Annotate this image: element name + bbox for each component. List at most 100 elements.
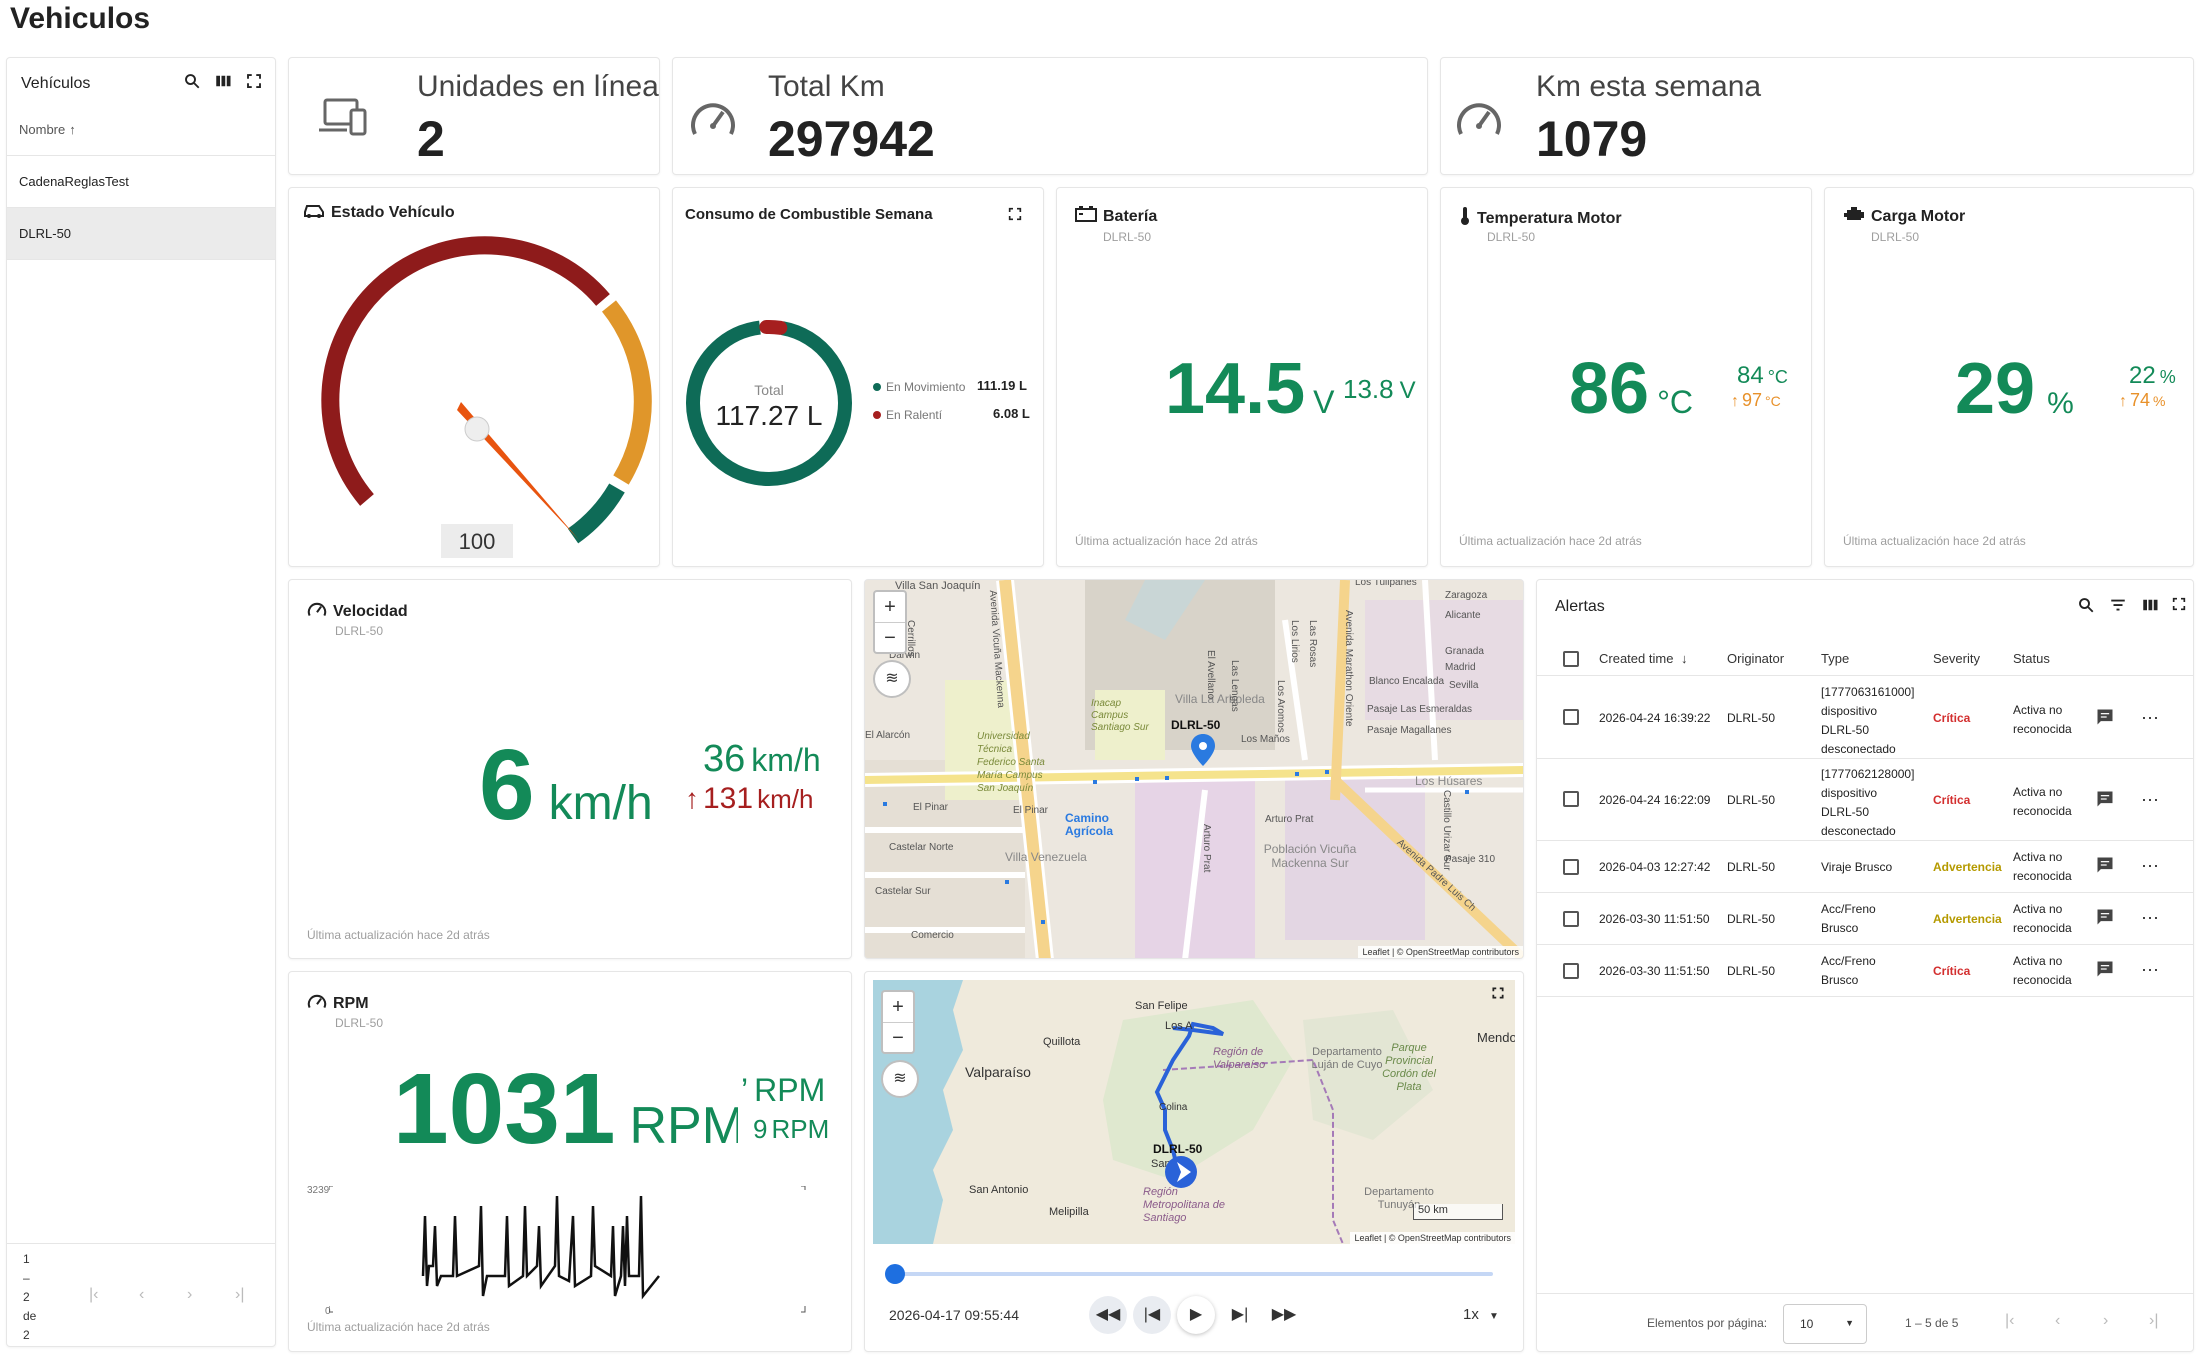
page-title: Vehiculos bbox=[10, 2, 151, 35]
sort-arrow-up-icon: ↑ bbox=[69, 122, 76, 137]
fast-rewind-button[interactable]: ◀◀ bbox=[1089, 1296, 1127, 1334]
columns-icon[interactable] bbox=[2141, 596, 2159, 619]
max-value: ↑ 74 % bbox=[2119, 390, 2166, 410]
map-pin-icon[interactable] bbox=[1191, 734, 1215, 771]
speedometer-icon bbox=[1455, 96, 1503, 145]
next-page-icon[interactable]: › bbox=[2103, 1312, 2109, 1329]
last-update: Última actualización hace 2d atrás bbox=[307, 928, 490, 942]
comment-icon[interactable] bbox=[2095, 959, 2115, 982]
last-page-icon[interactable]: ›| bbox=[2149, 1312, 2159, 1329]
layers-button[interactable]: ≋ bbox=[881, 1060, 919, 1098]
device-name: DLRL-50 bbox=[1487, 230, 1536, 244]
table-row[interactable]: 2026-03-30 11:51:50 DLRL-50 Acc/Freno Bru… bbox=[1537, 893, 2193, 945]
table-row[interactable]: 2026-04-24 16:39:22 DLRL-50 [17770631610… bbox=[1537, 677, 2193, 759]
main-value: 86 °C bbox=[1569, 349, 1693, 429]
layers-button[interactable]: ≋ bbox=[873, 660, 911, 698]
last-update: Última actualización hace 2d atrás bbox=[1459, 534, 1642, 548]
map-scale: 50 km bbox=[1413, 1204, 1503, 1220]
gauge-value: 100 bbox=[459, 529, 496, 554]
car-icon bbox=[303, 202, 325, 223]
rpm-card: RPM DLRL-50 1031 RPM ’ RPM 9 RPM 3239 0 … bbox=[288, 971, 852, 1352]
zoom-in-button[interactable]: + bbox=[892, 996, 904, 1018]
route-map[interactable]: Valparaíso Quillota San Felipe Los A Reg… bbox=[873, 980, 1515, 1244]
zoom-out-button[interactable]: − bbox=[883, 1022, 913, 1052]
more-icon[interactable]: ··· bbox=[2141, 855, 2159, 875]
street-map[interactable]: Villa San Joaquín Cerrillos Darwin El Al… bbox=[864, 579, 1524, 959]
speedometer-icon bbox=[689, 96, 737, 145]
comment-icon[interactable] bbox=[2095, 855, 2115, 878]
fullscreen-icon[interactable] bbox=[245, 72, 263, 95]
table-row[interactable]: 2026-04-03 12:27:42 DLRL-50 Viraje Brusc… bbox=[1537, 841, 2193, 893]
play-button[interactable]: ▶ bbox=[1177, 1296, 1215, 1334]
min-value: 22 % bbox=[2129, 362, 2176, 389]
comment-icon[interactable] bbox=[2095, 789, 2115, 812]
row-checkbox[interactable] bbox=[1563, 791, 1579, 807]
column-header-created[interactable]: Created time ↓ bbox=[1599, 651, 1688, 666]
last-update: Última actualización hace 2d atrás bbox=[307, 1320, 490, 1334]
select-all-checkbox[interactable] bbox=[1563, 651, 1579, 667]
row-checkbox[interactable] bbox=[1563, 963, 1579, 979]
fullscreen-icon[interactable] bbox=[2171, 596, 2187, 617]
gauge-needle bbox=[457, 402, 579, 540]
legend-value: 111.19 L bbox=[977, 378, 1027, 393]
skip-next-button[interactable]: ▶| bbox=[1221, 1296, 1259, 1334]
fast-forward-icon: ▶▶ bbox=[1271, 1306, 1297, 1323]
layers-icon: ≋ bbox=[885, 670, 899, 687]
kpi-value: 1079 bbox=[1536, 111, 1648, 167]
sidebar-footer: 1 – 2 de 2 |‹ ‹ › ›| bbox=[7, 1243, 275, 1346]
alerts-footer: Elementos por página: 10 ▼ 1 – 5 de 5 |‹… bbox=[1537, 1293, 2193, 1351]
list-item[interactable]: CadenaReglasTest bbox=[7, 156, 275, 208]
search-icon[interactable] bbox=[2077, 596, 2095, 619]
kpi-week-km: Km esta semana 1079 bbox=[1440, 57, 2194, 175]
route-marker-label: DLRL-50 bbox=[1153, 1142, 1203, 1156]
sidebar-title: Vehículos bbox=[21, 75, 91, 92]
fast-forward-button[interactable]: ▶▶ bbox=[1265, 1296, 1303, 1334]
main-value: 14.5 V bbox=[1165, 349, 1335, 429]
speed-select[interactable]: 1x ▼ bbox=[1463, 1306, 1499, 1323]
fullscreen-icon[interactable] bbox=[1491, 986, 1505, 1005]
filter-icon[interactable] bbox=[2109, 596, 2127, 619]
table-row[interactable]: 2026-04-24 16:22:09 DLRL-50 [17770621280… bbox=[1537, 759, 2193, 841]
main-value: 6 km/h bbox=[479, 729, 653, 841]
search-icon[interactable] bbox=[183, 72, 201, 95]
skip-previous-button[interactable]: |◀ bbox=[1133, 1296, 1171, 1334]
more-icon[interactable]: ··· bbox=[2141, 707, 2159, 727]
device-name: DLRL-50 bbox=[335, 1016, 384, 1030]
main-value: 29 % bbox=[1955, 349, 2074, 429]
zoom-out-button[interactable]: − bbox=[875, 622, 905, 652]
arrow-up-icon: ↑ bbox=[685, 783, 699, 814]
row-checkbox[interactable] bbox=[1563, 911, 1579, 927]
slider-thumb[interactable] bbox=[885, 1264, 905, 1284]
more-icon[interactable]: ··· bbox=[2141, 959, 2159, 979]
next-page-icon[interactable]: › bbox=[187, 1286, 193, 1303]
first-page-icon[interactable]: |‹ bbox=[2005, 1312, 2015, 1329]
list-item[interactable]: DLRL-50 bbox=[7, 208, 275, 260]
arrow-up-icon: ↑ bbox=[2119, 393, 2127, 410]
zoom-in-button[interactable]: + bbox=[884, 596, 896, 618]
vehicle-arrow-icon[interactable] bbox=[1163, 1154, 1199, 1195]
more-icon[interactable]: ··· bbox=[2141, 907, 2159, 927]
column-header-originator[interactable]: Originator bbox=[1727, 651, 1785, 666]
legend-item: En Movimiento bbox=[873, 380, 965, 394]
column-header-severity[interactable]: Severity bbox=[1933, 651, 1980, 666]
row-checkbox[interactable] bbox=[1563, 709, 1579, 725]
row-checkbox[interactable] bbox=[1563, 859, 1579, 875]
column-header-type[interactable]: Type bbox=[1821, 651, 1850, 666]
column-header-status[interactable]: Status bbox=[2013, 651, 2050, 666]
prev-page-icon[interactable]: ‹ bbox=[2055, 1312, 2061, 1329]
timeline-slider[interactable] bbox=[885, 1264, 1493, 1284]
prev-page-icon[interactable]: ‹ bbox=[139, 1286, 145, 1303]
column-header-name[interactable]: Nombre ↑ bbox=[7, 104, 275, 156]
comment-icon[interactable] bbox=[2095, 707, 2115, 730]
more-icon[interactable]: ··· bbox=[2141, 789, 2159, 809]
comment-icon[interactable] bbox=[2095, 907, 2115, 930]
first-page-icon[interactable]: |‹ bbox=[89, 1286, 99, 1303]
fullscreen-icon[interactable] bbox=[1007, 206, 1023, 227]
last-page-icon[interactable]: ›| bbox=[235, 1286, 245, 1303]
table-row[interactable]: 2026-03-30 11:51:50 DLRL-50 Acc/Freno Bru… bbox=[1537, 945, 2193, 997]
per-page-select[interactable]: 10 ▼ bbox=[1783, 1304, 1867, 1344]
alerts-header: Created time ↓ Originator Type Severity … bbox=[1537, 630, 2193, 676]
device-name: DLRL-50 bbox=[1871, 230, 1920, 244]
columns-icon[interactable] bbox=[214, 72, 232, 95]
fuel-donut: Total 117.27 L bbox=[686, 320, 852, 486]
